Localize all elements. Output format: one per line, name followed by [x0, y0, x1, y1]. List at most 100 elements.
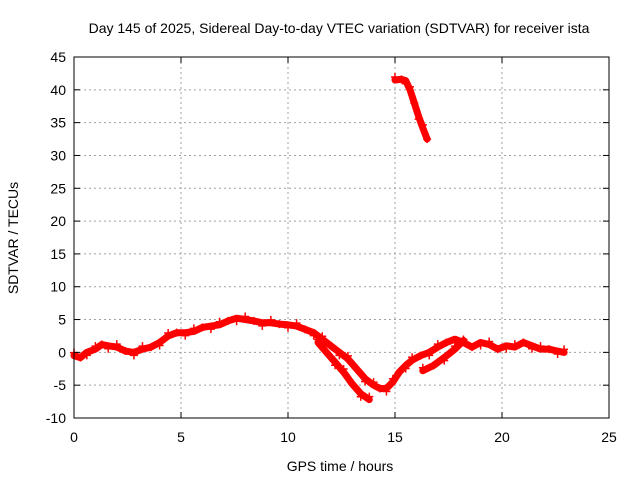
data-point	[391, 72, 399, 81]
data-point	[322, 348, 331, 357]
data-point	[536, 342, 545, 351]
data-point	[181, 331, 190, 340]
data-point	[284, 323, 292, 332]
data-point	[326, 341, 335, 350]
x-tick-label: 5	[177, 429, 185, 445]
data-point	[224, 316, 233, 325]
x-tick-label: 0	[70, 429, 78, 445]
data-point	[401, 364, 410, 373]
chart-title: Day 145 of 2025, Sidereal Day-to-day VTE…	[89, 20, 590, 36]
y-tick-label: 15	[50, 246, 66, 262]
data-point	[527, 344, 536, 353]
data-point	[433, 340, 442, 349]
data-point	[365, 392, 374, 401]
y-axis-label: SDTVAR / TECUs	[5, 182, 21, 294]
plot-frame	[73, 56, 610, 419]
data-point	[104, 344, 113, 353]
y-tick-label: 30	[50, 147, 66, 163]
data-point	[164, 328, 173, 337]
data-point	[335, 351, 344, 360]
data-point	[138, 342, 147, 351]
y-tick-label: 40	[50, 82, 66, 98]
data-point	[450, 342, 459, 351]
data-point	[485, 337, 494, 346]
series-main-band	[70, 312, 569, 396]
y-tick-label: 25	[50, 180, 66, 196]
data-point	[249, 316, 258, 325]
data-point	[410, 98, 419, 107]
data-point	[82, 351, 91, 360]
data-point	[348, 379, 357, 388]
data-point	[112, 340, 121, 349]
series-lower-branch	[313, 335, 374, 404]
data-series	[70, 72, 569, 404]
series-upper-branch	[418, 336, 468, 375]
data-point	[459, 336, 468, 345]
data-point	[76, 353, 85, 362]
data-point	[331, 361, 340, 370]
data-point	[418, 120, 427, 129]
data-point	[356, 392, 365, 401]
axis-ticks: 0 5 10 15 20 25 -10 -5 0 5 10 15 20 25 30 35 40 45	[46, 49, 617, 445]
data-point	[339, 365, 348, 374]
x-tick-label: 15	[387, 429, 403, 445]
x-tick-label: 10	[280, 429, 296, 445]
x-tick-label: 25	[601, 429, 617, 445]
y-tick-label: 5	[58, 312, 66, 328]
data-point	[232, 317, 241, 326]
data-point	[429, 361, 438, 370]
data-point	[198, 323, 207, 332]
data-point	[91, 342, 100, 351]
data-point	[215, 317, 224, 326]
y-tick-label: 35	[50, 115, 66, 131]
data-point	[510, 340, 519, 349]
data-point	[502, 344, 511, 353]
data-point	[309, 331, 318, 340]
data-point	[318, 332, 327, 341]
data-point	[121, 347, 130, 356]
data-point	[388, 374, 397, 383]
y-tick-label: 0	[58, 344, 66, 360]
data-point	[423, 135, 432, 144]
data-point	[418, 363, 427, 372]
data-point	[382, 387, 391, 396]
data-point	[206, 325, 215, 334]
data-point	[97, 340, 106, 349]
data-point	[172, 328, 181, 337]
y-tick-label: 10	[50, 279, 66, 295]
data-point	[401, 79, 410, 88]
data-point	[442, 338, 451, 347]
data-point	[343, 351, 352, 360]
data-point	[395, 368, 404, 377]
data-point	[397, 75, 406, 84]
data-point	[440, 356, 449, 365]
data-point	[376, 384, 385, 393]
data-point	[258, 321, 267, 330]
data-point	[292, 319, 301, 328]
data-point	[408, 353, 417, 362]
y-tick-label: -5	[54, 377, 67, 393]
data-point	[275, 320, 284, 329]
data-point	[553, 350, 562, 359]
data-point	[241, 312, 250, 321]
data-point	[369, 378, 378, 387]
data-point	[155, 341, 164, 350]
series-isolated-arc	[391, 72, 432, 144]
data-point	[545, 345, 554, 354]
data-point	[560, 345, 569, 354]
data-point	[519, 338, 528, 347]
y-tick-label: 45	[50, 49, 66, 65]
data-point	[416, 351, 425, 360]
data-point	[266, 315, 275, 324]
data-point	[301, 325, 310, 334]
data-point	[405, 82, 414, 91]
data-point	[476, 341, 485, 350]
y-tick-label: -10	[46, 410, 66, 426]
data-point	[147, 343, 156, 352]
data-point	[361, 377, 370, 386]
data-point	[468, 343, 477, 352]
data-point	[414, 115, 423, 124]
grid	[74, 57, 609, 418]
